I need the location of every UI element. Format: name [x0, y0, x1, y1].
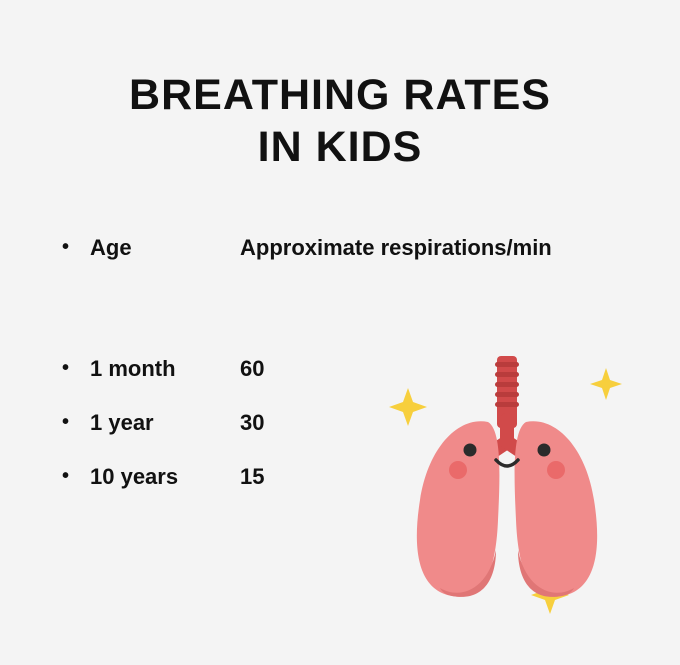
title-line-1: BREATHING RATES: [129, 71, 551, 119]
cell-age: 10 years: [90, 464, 240, 490]
cell-age: 1 year: [90, 410, 240, 436]
cell-rate: 30: [240, 410, 264, 436]
lungs-illustration: [380, 350, 630, 630]
table-header-row: Age Approximate respirations/min: [50, 235, 630, 261]
title-line-2: IN KIDS: [258, 123, 423, 171]
cell-rate: 15: [240, 464, 264, 490]
cell-rate: 60: [240, 356, 264, 382]
lungs-icon: [380, 350, 630, 630]
col-header-age: Age: [90, 235, 240, 261]
page-title: BREATHING RATES IN KIDS: [0, 0, 680, 173]
cell-age: 1 month: [90, 356, 240, 382]
col-header-rate: Approximate respirations/min: [240, 235, 552, 261]
